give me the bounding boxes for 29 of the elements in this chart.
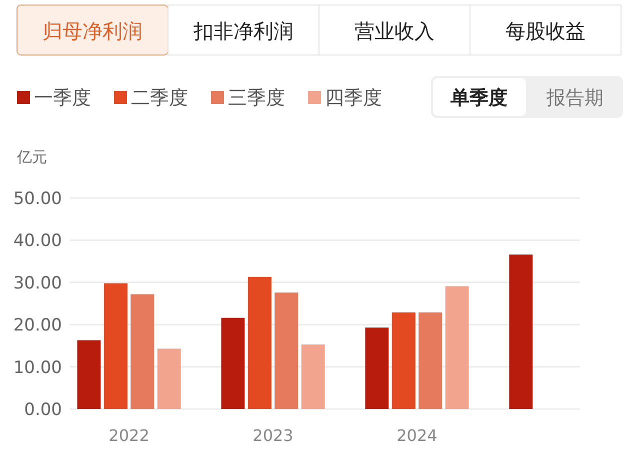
period-toggle: 单季度 报告期 (431, 76, 623, 118)
tab-bar: 归母净利润 扣非净利润 营业收入 每股收益 (16, 4, 622, 56)
y-tick-label: 30.00 (13, 273, 62, 294)
bar (509, 254, 533, 409)
y-axis-title: 亿元 (16, 148, 47, 166)
legend-label: 二季度 (131, 87, 188, 109)
y-tick-label: 40.00 (13, 231, 62, 252)
bar (365, 328, 389, 409)
x-tick-label: 2023 (252, 426, 294, 445)
y-tick-label: 0.00 (24, 400, 62, 420)
bar (301, 344, 325, 409)
bar (221, 318, 245, 409)
x-tick-label: 2022 (108, 426, 150, 445)
bar (104, 283, 128, 409)
y-tick-label: 50.00 (13, 188, 62, 209)
bar (392, 312, 416, 409)
legend-label: 四季度 (325, 87, 382, 109)
bar (157, 348, 181, 409)
bar (130, 294, 154, 409)
legend-label: 一季度 (34, 87, 91, 109)
bar (418, 312, 442, 409)
bar (274, 292, 298, 409)
y-tick-label: 20.00 (13, 316, 62, 336)
bar (248, 276, 272, 409)
bar (77, 340, 101, 409)
bar (445, 286, 469, 409)
legend-label: 三季度 (228, 87, 285, 109)
y-tick-label: 10.00 (13, 358, 62, 378)
x-tick-label: 2024 (396, 426, 438, 445)
